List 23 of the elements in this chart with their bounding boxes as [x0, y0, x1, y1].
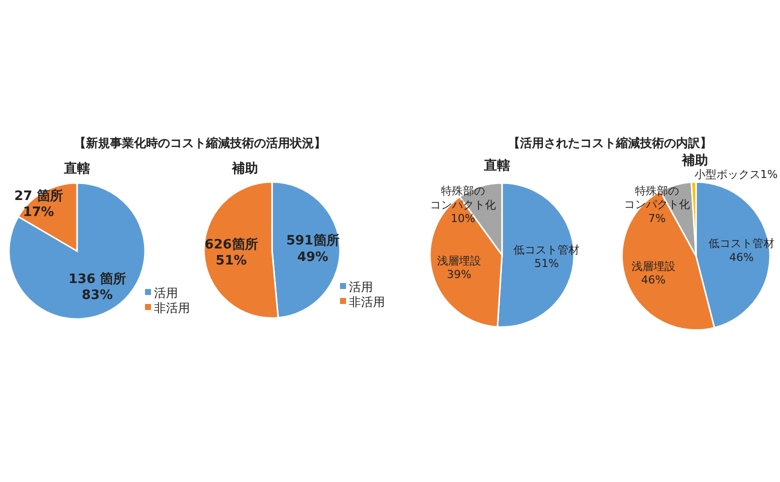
- data-label: 39%: [446, 268, 472, 282]
- pie-slice: [8, 182, 146, 320]
- legend-label: 非活用: [154, 301, 190, 316]
- chart-title: 補助: [231, 160, 258, 177]
- legend-label: 活用: [349, 280, 373, 294]
- chart-title: 直轄: [63, 162, 90, 177]
- legend-label: 非活用: [349, 295, 385, 310]
- data-label: 27 箇所 17%: [14, 188, 63, 220]
- data-label: 10%: [450, 212, 476, 226]
- data-label: 46%: [729, 250, 754, 264]
- data-label: 626箇所 51%: [204, 236, 258, 269]
- chart-title: 補助: [681, 152, 708, 169]
- legend-label: 活用: [154, 286, 178, 300]
- text: 【新規事業化時のコスト縮減技術の活用状況】: [74, 136, 326, 150]
- data-label: 136 箇所 83%: [68, 270, 126, 304]
- data-label: 46%: [641, 274, 666, 287]
- data-label: 7%: [648, 212, 666, 225]
- slice-label: 浅層埋設: [631, 260, 676, 273]
- text: 【活用されたコスト縮減技術の内訳】: [508, 136, 712, 150]
- slice-label: 浅層埋設: [437, 254, 482, 268]
- slice-label: 小型ボックス1%: [694, 168, 778, 181]
- chart-title: 直轄: [483, 158, 510, 174]
- data-label: 51%: [534, 257, 559, 270]
